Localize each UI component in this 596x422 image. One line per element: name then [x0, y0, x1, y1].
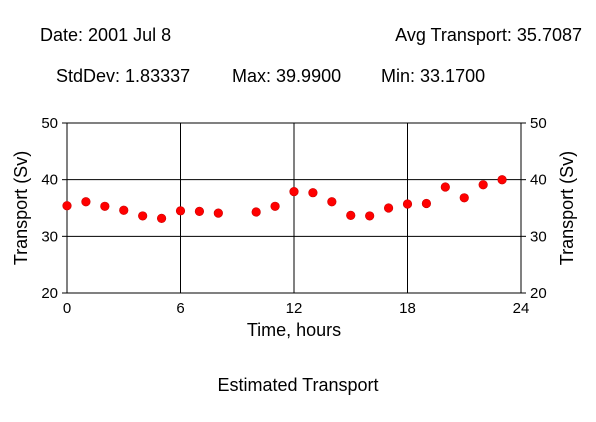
data-point	[327, 197, 337, 207]
y-axis-title-right: Transport (Sv)	[557, 151, 577, 265]
x-tick-label: 24	[513, 300, 530, 317]
data-point	[365, 211, 375, 221]
y-tick-label-right: 50	[530, 115, 547, 132]
max-value: 39.9900	[276, 66, 342, 86]
data-point	[62, 201, 72, 211]
data-point	[308, 188, 318, 198]
data-point	[478, 180, 488, 190]
x-tick-label: 6	[176, 300, 184, 317]
y-tick-label-left: 20	[41, 285, 58, 302]
max-stat: Max39.9900	[232, 66, 341, 86]
y-tick-label-left: 30	[41, 228, 58, 245]
data-point	[289, 186, 299, 197]
data-point	[81, 197, 91, 207]
min-stat: Min33.1700	[381, 66, 485, 86]
avg-transport-value: 35.7087	[516, 25, 582, 45]
data-point	[421, 198, 432, 209]
min-label: Min	[381, 66, 420, 86]
x-tick-label: 0	[63, 300, 71, 317]
data-point	[213, 208, 223, 218]
y-tick-label-left: 50	[41, 115, 58, 132]
y-axis-title: Transport (Sv)	[11, 151, 31, 265]
max-label: Max	[232, 66, 276, 86]
stddev-stat: StdDev1.83337	[56, 66, 190, 86]
stddev-value: 1.83337	[125, 66, 191, 86]
x-tick-label: 18	[399, 300, 416, 317]
axis-ticks	[62, 122, 526, 294]
data-point	[251, 207, 261, 217]
data-point	[175, 206, 186, 216]
data-point	[100, 201, 110, 211]
avg-transport-stat: Avg Transport35.7087	[395, 25, 582, 45]
data-points	[62, 175, 507, 223]
data-point	[119, 205, 129, 215]
data-point	[270, 201, 280, 211]
data-point	[383, 203, 394, 213]
y-tick-label-right: 20	[530, 285, 547, 302]
stddev-label: StdDev	[56, 66, 125, 86]
avg-transport-label: Avg Transport	[395, 25, 517, 45]
data-point	[440, 182, 450, 192]
data-point	[194, 206, 205, 216]
data-point	[138, 211, 148, 221]
chart-title: Estimated Transport	[217, 375, 379, 395]
date-stat: Date2001 Jul 8	[40, 25, 171, 45]
y-tick-label-left: 40	[41, 172, 58, 189]
date-label: Date	[40, 25, 88, 45]
data-point	[459, 193, 469, 203]
date-value: 2001 Jul 8	[88, 25, 172, 45]
x-axis-title: Time, hours	[247, 320, 341, 340]
grid-lines	[67, 123, 521, 293]
data-point	[346, 210, 356, 220]
data-point	[497, 175, 507, 185]
y-tick-label-right: 30	[530, 228, 547, 245]
x-tick-label: 12	[286, 300, 303, 317]
y-tick-label-right: 40	[530, 172, 547, 189]
data-point	[402, 199, 413, 209]
min-value: 33.1700	[420, 66, 486, 86]
data-point	[156, 213, 167, 223]
